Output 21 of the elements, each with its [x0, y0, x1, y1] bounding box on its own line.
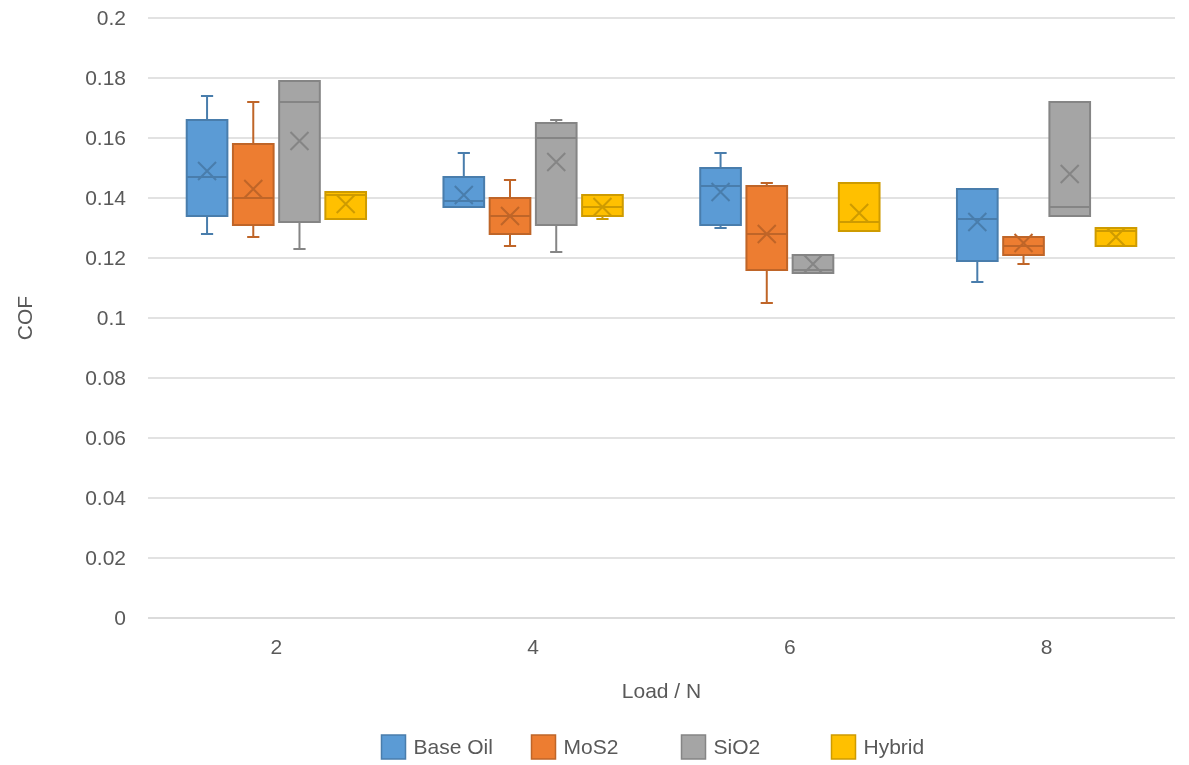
legend-label: MoS2 — [563, 735, 619, 759]
y-tick-label: 0.02 — [85, 546, 126, 570]
y-tick-label: 0.1 — [96, 306, 126, 330]
y-tick-label: 0.2 — [96, 6, 126, 30]
x-tick-label: 4 — [527, 635, 540, 658]
x-tick-label: 8 — [1040, 635, 1053, 658]
y-tick-label: 0.04 — [85, 486, 127, 510]
y-tick-label: 0.06 — [85, 426, 126, 450]
x-tick-label: 2 — [270, 635, 283, 658]
y-tick-label: 0.18 — [85, 66, 126, 90]
legend-label: SiO2 — [713, 735, 761, 759]
y-tick-label: 0.08 — [85, 366, 126, 390]
legend-label: Base Oil — [413, 735, 493, 759]
y-axis-title: COF — [13, 295, 36, 341]
y-tick-label: 0.16 — [85, 126, 126, 150]
y-tick-label: 0.14 — [85, 186, 127, 210]
x-axis-title: Load / N — [621, 679, 702, 702]
y-tick-label: 0.12 — [85, 246, 126, 270]
y-tick-label: 0 — [114, 606, 126, 630]
x-tick-label: 6 — [784, 635, 796, 658]
legend-label: Hybrid — [863, 735, 925, 759]
